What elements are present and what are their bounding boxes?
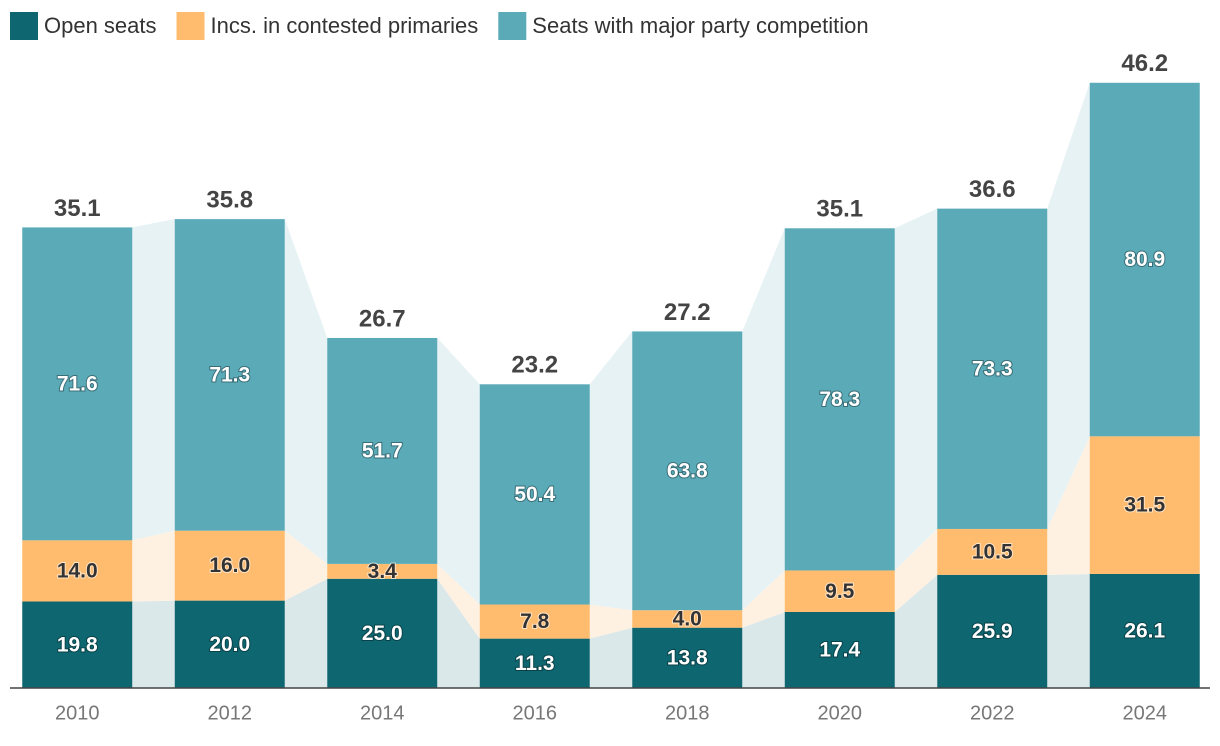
value-label: 50.4: [514, 483, 555, 506]
connector: [894, 528, 938, 612]
legend-swatch: [10, 12, 38, 40]
total-label: 23.2: [511, 352, 558, 379]
connector: [742, 570, 785, 628]
total-label: 36.6: [969, 176, 1016, 203]
bar-segment: [1089, 436, 1200, 574]
value-label: 17.4: [819, 639, 860, 662]
bar-segment: [784, 611, 895, 688]
legend-label: Incs. in contested primaries: [211, 13, 479, 38]
connector: [437, 563, 480, 639]
connector: [589, 604, 633, 639]
x-tick-label: 2022: [970, 702, 1015, 724]
x-tick-label: 2018: [665, 702, 710, 724]
connector: [894, 208, 938, 571]
value-label: 3.4: [368, 560, 398, 583]
bar-segment: [632, 331, 743, 611]
connector: [1047, 82, 1090, 529]
legend-label: Seats with major party competition: [532, 13, 868, 38]
bar-segment: [937, 574, 1048, 688]
bar-segment: [174, 600, 285, 688]
connector: [894, 574, 938, 688]
legend-label: Open seats: [44, 13, 157, 38]
connector: [437, 578, 480, 688]
bar-segment: [1089, 573, 1200, 688]
connectors: [132, 82, 1090, 688]
x-tick-label: 2012: [208, 702, 253, 724]
bar-segment: [479, 638, 590, 688]
x-tick-label: 2014: [360, 702, 405, 724]
value-label: 25.0: [362, 622, 403, 645]
connector: [132, 600, 175, 688]
value-label: 51.7: [362, 439, 403, 462]
connector: [437, 337, 480, 605]
value-label: 16.0: [209, 554, 250, 577]
bar-segment: [479, 604, 590, 639]
value-label: 13.8: [667, 646, 708, 669]
total-label: 26.7: [359, 305, 406, 332]
value-label: 7.8: [520, 610, 550, 633]
connector: [1047, 573, 1090, 688]
value-label: 19.8: [57, 633, 98, 656]
bar-segment: [1089, 82, 1200, 437]
bar-segment: [327, 337, 438, 564]
value-label: 25.9: [972, 620, 1013, 643]
connector: [284, 530, 328, 601]
connector: [284, 578, 328, 688]
connector: [589, 331, 633, 611]
value-label: 73.3: [972, 357, 1013, 380]
bar-segment: [174, 219, 285, 531]
bar-segment: [632, 627, 743, 688]
connector: [284, 219, 328, 564]
total-label: 35.8: [206, 186, 253, 213]
bar-segment: [22, 540, 133, 602]
bar-segment: [632, 610, 743, 628]
bar-segment: [479, 384, 590, 605]
bar-segment: [784, 228, 895, 571]
bar-segment: [327, 578, 438, 688]
bar-segment: [784, 570, 895, 612]
x-tick-label: 2020: [818, 702, 863, 724]
bar-segment: [937, 528, 1048, 575]
value-label: 71.3: [209, 363, 250, 386]
value-label: 26.1: [1124, 620, 1165, 643]
bar-segment: [174, 530, 285, 601]
value-label: 78.3: [819, 388, 860, 411]
connector: [1047, 436, 1090, 575]
legend-swatch: [498, 12, 527, 40]
value-label: 14.0: [57, 559, 98, 582]
total-label: 35.1: [54, 195, 101, 222]
value-label: 4.0: [673, 608, 702, 631]
value-label: 11.3: [515, 652, 555, 675]
x-tick-label: 2016: [513, 702, 558, 724]
value-label: 9.5: [825, 580, 855, 603]
bar-segment: [22, 227, 133, 541]
connector: [742, 228, 785, 611]
bars: [22, 82, 1200, 688]
connector: [132, 530, 175, 602]
bar-segment: [327, 563, 438, 579]
value-label: 31.5: [1124, 494, 1165, 517]
value-label: 80.9: [1124, 248, 1165, 271]
total-label: 46.2: [1121, 50, 1168, 77]
connector: [742, 611, 785, 688]
labels: 19.8 14.0 71.6 35.1 2010 20.0 16.0 71.3 35.8 2012…: [54, 50, 1168, 724]
value-label: 71.6: [57, 372, 98, 395]
bar-segment: [22, 601, 133, 688]
connector: [132, 219, 175, 541]
total-label: 35.1: [816, 196, 863, 223]
legend-swatch: [176, 12, 205, 40]
x-tick-label: 2010: [55, 702, 100, 724]
connector: [589, 627, 633, 688]
total-label: 27.2: [664, 299, 711, 326]
value-label: 20.0: [209, 633, 250, 656]
bar-segment: [937, 208, 1048, 529]
value-label: 63.8: [667, 459, 708, 482]
x-tick-label: 2024: [1123, 702, 1168, 724]
value-label: 10.5: [972, 540, 1013, 563]
